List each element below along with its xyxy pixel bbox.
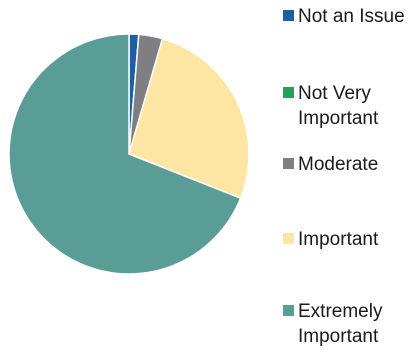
legend-item-important: Important [283, 227, 378, 252]
legend-swatch-extremely-important [283, 305, 294, 316]
legend-swatch-important [283, 233, 294, 244]
legend-label-important: Important [298, 229, 379, 250]
legend-item-moderate: Moderate [283, 152, 378, 177]
legend-swatch-not-very-important [283, 87, 294, 98]
pie-chart [8, 33, 250, 275]
legend-item-not-an-issue: Not an Issue [283, 4, 405, 29]
legend-swatch-not-an-issue [283, 10, 294, 21]
legend-item-extremely-important: Extremely Important [283, 299, 382, 349]
legend-label-not-very-important: Not Very Important [298, 83, 379, 129]
legend: Not an Issue Not Very Important Moderate… [283, 0, 419, 355]
legend-item-not-very-important: Not Very Important [283, 81, 378, 131]
pie-slice-extremely-important [8, 33, 242, 275]
legend-label-moderate: Moderate [298, 154, 379, 175]
pie-slice-important [128, 37, 250, 200]
legend-label-not-an-issue: Not an Issue [298, 6, 405, 27]
legend-swatch-moderate [283, 158, 294, 169]
legend-label-extremely-important: Extremely Important [298, 301, 383, 347]
